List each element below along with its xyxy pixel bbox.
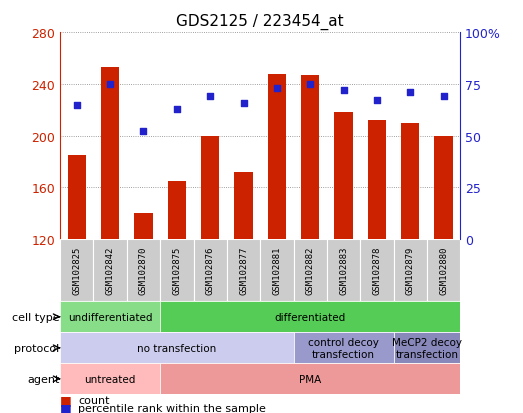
Point — [173, 106, 181, 113]
Text: GSM102876: GSM102876 — [206, 247, 214, 294]
Text: GSM102882: GSM102882 — [306, 247, 315, 294]
Text: control decoy
transfection: control decoy transfection — [308, 337, 379, 359]
Text: GSM102878: GSM102878 — [372, 247, 381, 294]
Bar — [127, 240, 160, 301]
Bar — [301, 76, 320, 240]
Text: GSM102879: GSM102879 — [406, 247, 415, 294]
Text: undifferentiated: undifferentiated — [68, 312, 152, 322]
Text: count: count — [78, 395, 110, 405]
Bar — [268, 74, 286, 240]
Text: GSM102877: GSM102877 — [239, 247, 248, 294]
Bar — [435, 136, 453, 240]
Point — [272, 85, 281, 92]
Bar — [327, 240, 360, 301]
Bar — [60, 301, 160, 332]
Bar — [160, 363, 460, 394]
Point — [406, 90, 414, 96]
Bar — [160, 301, 460, 332]
Bar — [427, 240, 460, 301]
Bar — [293, 332, 394, 363]
Bar — [194, 240, 227, 301]
Bar — [234, 173, 253, 240]
Point — [439, 94, 448, 100]
Bar — [60, 363, 160, 394]
Text: no transfection: no transfection — [137, 343, 217, 353]
Text: MeCP2 decoy
transfection: MeCP2 decoy transfection — [392, 337, 462, 359]
Text: protocol: protocol — [14, 343, 60, 353]
Text: ■: ■ — [60, 401, 72, 413]
Text: GSM102881: GSM102881 — [272, 247, 281, 294]
Text: GSM102842: GSM102842 — [106, 247, 115, 294]
Point — [139, 129, 147, 135]
Bar — [67, 156, 86, 240]
Bar — [101, 68, 119, 240]
Bar — [134, 214, 153, 240]
Point — [306, 81, 314, 88]
Bar — [227, 240, 260, 301]
Bar — [401, 123, 419, 240]
Text: GSM102875: GSM102875 — [173, 247, 181, 294]
Text: ■: ■ — [60, 393, 72, 406]
Point — [73, 102, 81, 109]
Bar — [293, 240, 327, 301]
Bar — [60, 240, 94, 301]
Point — [339, 88, 348, 94]
Bar — [201, 136, 219, 240]
Text: cell type: cell type — [12, 312, 60, 322]
Text: GSM102825: GSM102825 — [72, 247, 81, 294]
Text: PMA: PMA — [299, 374, 321, 384]
Bar — [394, 332, 460, 363]
Bar — [360, 240, 393, 301]
Text: agent: agent — [27, 374, 60, 384]
Point — [373, 98, 381, 104]
Point — [206, 94, 214, 100]
Text: percentile rank within the sample: percentile rank within the sample — [78, 403, 266, 413]
Bar — [160, 240, 194, 301]
Text: untreated: untreated — [85, 374, 136, 384]
Text: GSM102880: GSM102880 — [439, 247, 448, 294]
Text: differentiated: differentiated — [275, 312, 346, 322]
Bar — [368, 121, 386, 240]
Bar — [260, 240, 293, 301]
Bar — [94, 240, 127, 301]
Text: GSM102883: GSM102883 — [339, 247, 348, 294]
Bar — [168, 181, 186, 240]
Point — [106, 81, 115, 88]
Bar — [394, 240, 427, 301]
Point — [240, 100, 248, 107]
Bar — [60, 332, 293, 363]
Title: GDS2125 / 223454_at: GDS2125 / 223454_at — [176, 14, 344, 30]
Text: GSM102870: GSM102870 — [139, 247, 148, 294]
Bar — [334, 113, 353, 240]
